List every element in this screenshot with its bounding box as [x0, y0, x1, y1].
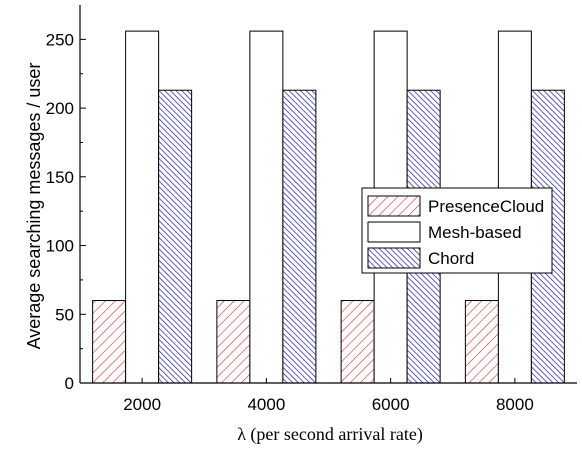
y-tick-label: 200: [46, 99, 74, 118]
bar-presencecloud-6000: [340, 300, 375, 384]
x-axis-label: λ (per second arrival rate): [237, 424, 423, 445]
bar-presencecloud-8000: [464, 300, 499, 384]
bar-mesh-based-4000: [249, 30, 284, 384]
legend-label: Chord: [428, 249, 474, 268]
bar-mesh-based-2000: [125, 30, 160, 384]
legend-label: Mesh-based: [428, 223, 522, 242]
axes-layer: 2000 4000 6000 8000 0 50 100 150 200 250: [46, 5, 577, 414]
x-tick-label: 4000: [247, 395, 285, 414]
y-tick-label: 150: [46, 168, 74, 187]
legend-swatch-chord: [367, 247, 421, 269]
bar-chord-4000: [282, 89, 317, 384]
legend-label: PresenceCloud: [428, 197, 544, 216]
legend-swatch-presencecloud: [367, 195, 421, 217]
bar-chord-2000: [158, 89, 193, 384]
bar-presencecloud-4000: [216, 300, 251, 384]
legend-swatch-mesh-based: [367, 221, 421, 243]
y-tick-label: 50: [55, 305, 74, 324]
y-axis-label: Average searching messages / user: [24, 63, 44, 350]
x-tick-label: 6000: [372, 395, 410, 414]
y-tick-label: 100: [46, 237, 74, 256]
x-tick-label: 8000: [496, 395, 534, 414]
bar-presencecloud-2000: [92, 300, 127, 384]
x-tick-label: 2000: [123, 395, 161, 414]
y-tick-label: 0: [65, 374, 74, 393]
y-tick-label: 250: [46, 30, 74, 49]
legend: PresenceCloud Mesh-based Chord: [361, 187, 553, 274]
